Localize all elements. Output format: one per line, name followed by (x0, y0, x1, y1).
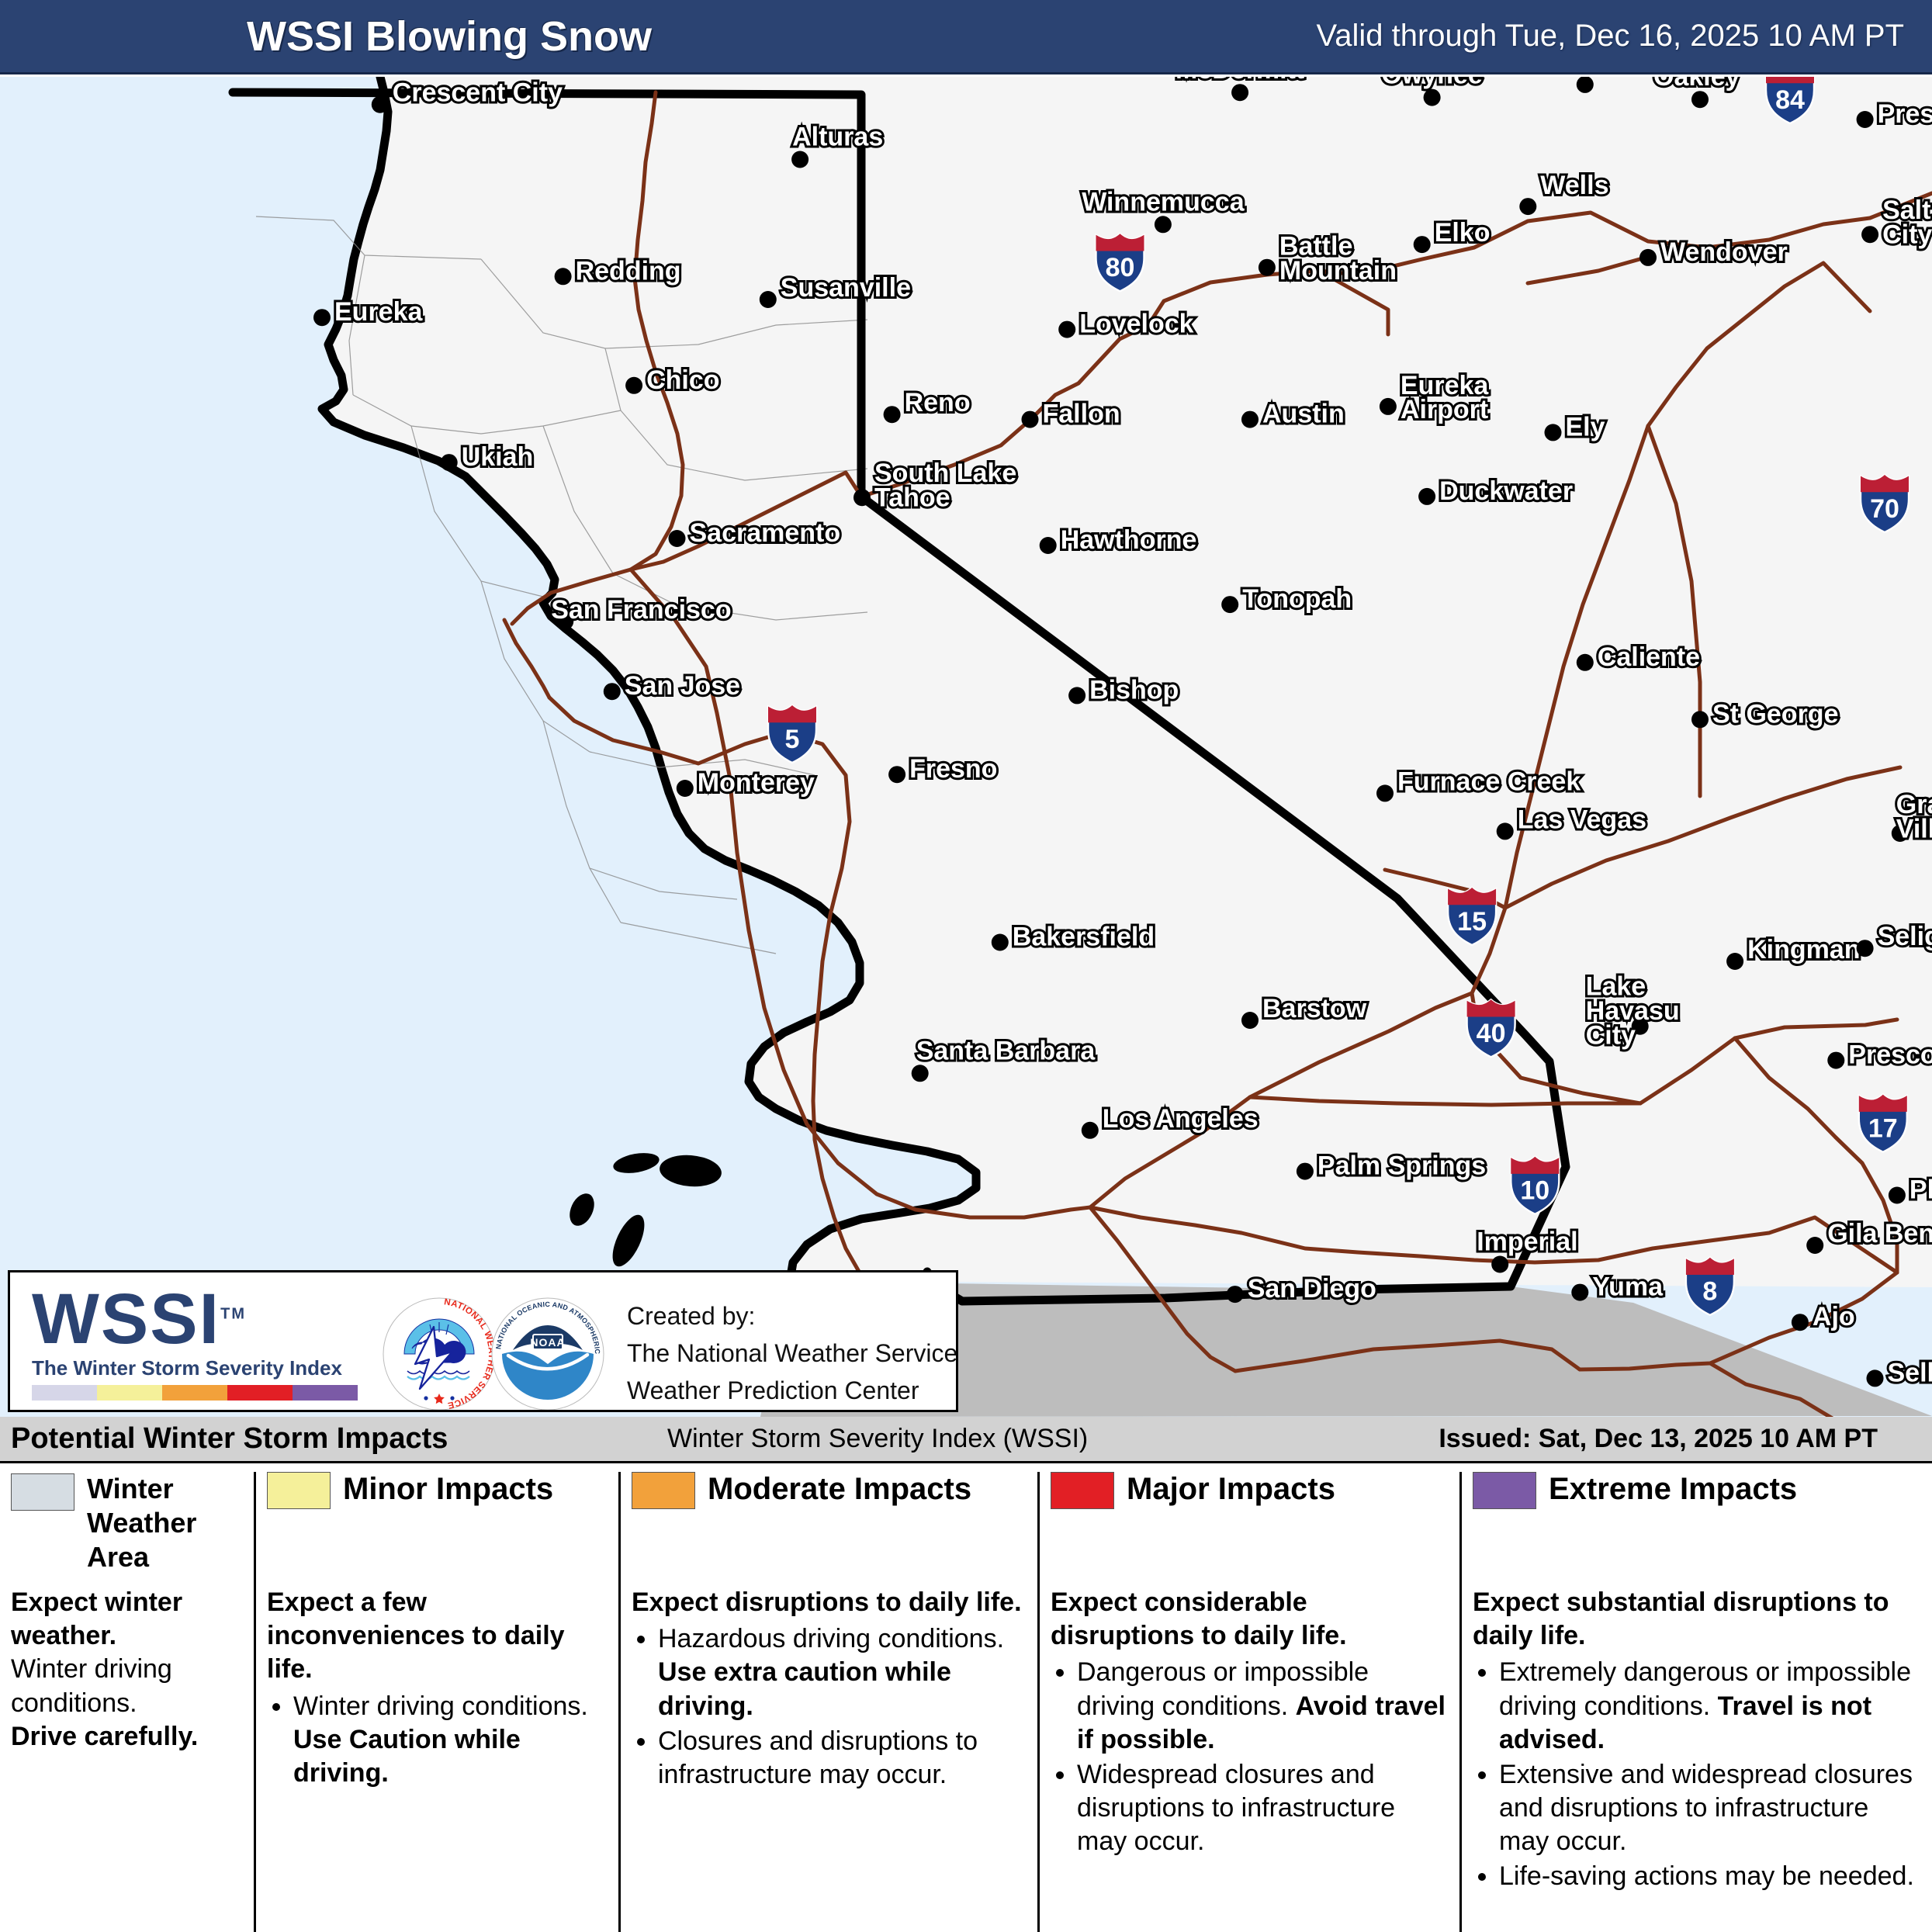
svg-text:Gila Bend: Gila Bend (1827, 1219, 1932, 1248)
svg-text:Mountain: Mountain (1279, 256, 1397, 286)
svg-text:NOAA: NOAA (530, 1336, 565, 1349)
svg-text:Phoenix: Phoenix (1909, 1175, 1932, 1205)
svg-text:Sells: Sells (1888, 1358, 1932, 1387)
svg-text:St George: St George (1712, 699, 1838, 729)
svg-text:Bakersfield: Bakersfield (1013, 923, 1155, 952)
svg-text:City: City (1586, 1020, 1636, 1050)
svg-text:Tonopah: Tonopah (1242, 584, 1352, 614)
svg-text:Elko: Elko (1435, 218, 1491, 248)
svg-text:Village: Village (1896, 814, 1932, 843)
svg-text:Lovelock: Lovelock (1079, 310, 1193, 339)
svg-text:Prescott: Prescott (1848, 1040, 1932, 1070)
svg-text:Ukiah: Ukiah (462, 442, 534, 472)
svg-text:Hawthorne: Hawthorne (1061, 525, 1197, 555)
svg-text:Duckwater: Duckwater (1439, 476, 1573, 506)
svg-text:Las Vegas: Las Vegas (1518, 805, 1646, 834)
svg-text:Winnemucca: Winnemucca (1082, 187, 1245, 216)
svg-text:15: 15 (1457, 907, 1487, 937)
svg-text:Reno: Reno (905, 388, 971, 417)
svg-text:City: City (1882, 220, 1932, 249)
svg-text:San Diego: San Diego (1248, 1274, 1376, 1304)
svg-text:McDermitt: McDermitt (1175, 77, 1304, 85)
svg-text:80: 80 (1106, 253, 1135, 282)
svg-text:70: 70 (1870, 494, 1899, 524)
svg-text:Alturas: Alturas (792, 123, 883, 152)
svg-text:Imperial: Imperial (1477, 1227, 1577, 1257)
svg-text:Monterey: Monterey (698, 768, 815, 798)
svg-text:Redding: Redding (576, 256, 681, 286)
svg-text:Ajo: Ajo (1813, 1302, 1855, 1331)
svg-text:Palm Springs: Palm Springs (1317, 1151, 1486, 1181)
svg-text:Fallon: Fallon (1043, 400, 1120, 429)
svg-text:Sacramento: Sacramento (690, 518, 841, 548)
svg-text:Yuma: Yuma (1592, 1272, 1664, 1302)
svg-text:8: 8 (1702, 1277, 1717, 1307)
svg-text:Caliente: Caliente (1598, 642, 1700, 672)
svg-text:Austin: Austin (1262, 400, 1345, 429)
svg-text:Furnace Creek: Furnace Creek (1397, 767, 1581, 796)
svg-text:10: 10 (1520, 1175, 1549, 1205)
svg-text:5: 5 (785, 725, 800, 754)
svg-text:Wendover: Wendover (1660, 237, 1788, 267)
svg-text:Crescent City: Crescent City (393, 78, 563, 108)
svg-text:Preston: Preston (1878, 99, 1932, 129)
svg-text:Chico: Chico (646, 365, 719, 395)
svg-text:Bishop: Bishop (1089, 675, 1179, 705)
svg-text:Eureka: Eureka (334, 297, 423, 327)
svg-text:17: 17 (1868, 1113, 1898, 1143)
svg-text:Airport: Airport (1401, 395, 1488, 424)
svg-text:Wells: Wells (1540, 171, 1608, 200)
svg-text:San Francisco: San Francisco (551, 595, 731, 625)
svg-text:Seligman: Seligman (1878, 922, 1932, 951)
svg-text:Los Angeles: Los Angeles (1103, 1104, 1259, 1134)
svg-text:Ely: Ely (1566, 412, 1605, 441)
svg-text:Fresno: Fresno (909, 754, 997, 784)
svg-text:Susanville: Susanville (781, 273, 911, 303)
svg-text:Tahoe: Tahoe (874, 483, 950, 512)
svg-text:Oakley: Oakley (1653, 77, 1740, 92)
svg-text:40: 40 (1477, 1019, 1506, 1048)
svg-text:84: 84 (1775, 85, 1805, 115)
svg-text:Barstow: Barstow (1262, 994, 1367, 1023)
svg-text:San Jose: San Jose (625, 671, 740, 701)
svg-text:Owyhee: Owyhee (1381, 77, 1482, 90)
svg-text:Kingman: Kingman (1747, 935, 1860, 964)
svg-text:Santa Barbara: Santa Barbara (916, 1036, 1096, 1065)
